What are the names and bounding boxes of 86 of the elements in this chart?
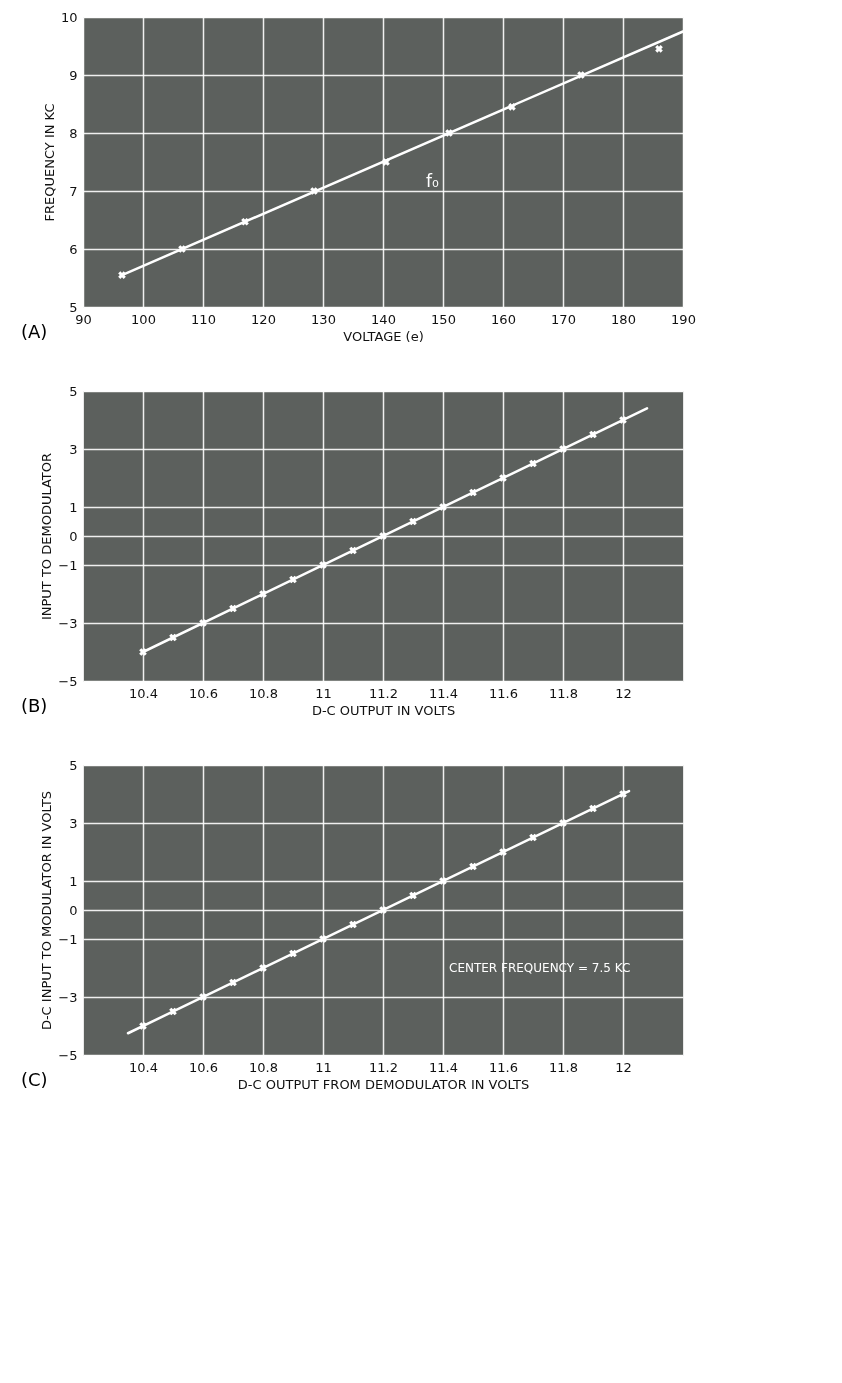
y-tick-label: 7 <box>69 183 78 199</box>
x-tick-label: 10.6 <box>189 685 218 701</box>
point <box>499 474 507 482</box>
point <box>118 271 126 279</box>
x-tick-label: 160 <box>491 311 516 327</box>
x-tick-label: 10.8 <box>249 685 278 701</box>
y-axis-title: D-C INPUT TO MODULATOR IN VOLTS <box>39 790 55 1031</box>
y-tick-label: 3 <box>69 441 78 457</box>
y-tick-label: 0 <box>69 902 78 918</box>
x-tick-label: 11.8 <box>549 685 578 701</box>
y-tick-label: −1 <box>58 931 78 947</box>
x-tick-label: 11.8 <box>549 1059 578 1075</box>
x-tick-label: 11.2 <box>369 685 398 701</box>
point <box>379 532 387 540</box>
x-tick-label: 12 <box>615 685 632 701</box>
point <box>379 906 387 914</box>
point <box>559 445 567 453</box>
x-tick-label: 12 <box>615 1059 632 1075</box>
y-tick-label: 5 <box>69 757 78 773</box>
point <box>577 71 585 79</box>
y-tick-label: 1 <box>69 873 78 889</box>
x-tick-label: 10.4 <box>129 685 158 701</box>
x-tick-label: 170 <box>551 311 576 327</box>
x-tick-label: 11.4 <box>429 685 458 701</box>
point <box>559 819 567 827</box>
text: (A) <box>21 321 48 342</box>
x-tick-label: 10.8 <box>249 1059 278 1075</box>
point <box>319 935 327 943</box>
x-tick-label: 10.6 <box>189 1059 218 1075</box>
x-tick-label: 11 <box>315 1059 332 1075</box>
y-tick-label: −5 <box>58 1047 78 1063</box>
y-tick-label: 0 <box>69 528 78 544</box>
y-tick-label: 5 <box>69 383 78 399</box>
point <box>178 245 186 253</box>
point <box>319 561 327 569</box>
point <box>259 964 267 972</box>
x-axis-title: VOLTAGE (e) <box>343 328 424 344</box>
point <box>199 619 207 627</box>
x-axis-title: D-C OUTPUT IN VOLTS <box>311 702 456 718</box>
y-tick-label: 3 <box>69 815 78 831</box>
x-tick-label: 120 <box>251 311 276 327</box>
y-axis-title: INPUT TO DEMODULATOR <box>39 452 55 621</box>
y-axis-title: FREQUENCY IN KC <box>41 103 57 222</box>
point <box>619 790 627 798</box>
x-axis-title: D-C OUTPUT FROM DEMODULATOR IN VOLTS <box>237 1076 530 1092</box>
text: (B) <box>21 695 48 716</box>
point <box>139 1022 147 1030</box>
y-tick-label: −1 <box>58 557 78 573</box>
x-tick-label: 130 <box>311 311 336 327</box>
point <box>439 877 447 885</box>
x-tick-label: 11.6 <box>489 1059 518 1075</box>
x-tick-label: 11.2 <box>369 1059 398 1075</box>
point <box>439 503 447 511</box>
x-tick-label: 100 <box>131 311 156 327</box>
point <box>199 993 207 1001</box>
text: (C) <box>21 1069 48 1090</box>
annotation: f₀ <box>426 171 439 191</box>
point <box>445 129 453 137</box>
x-tick-label: 140 <box>371 311 396 327</box>
y-tick-label: 9 <box>69 67 78 83</box>
point <box>655 45 663 53</box>
y-tick-label: 8 <box>69 125 78 141</box>
y-tick-label: −3 <box>58 615 78 631</box>
y-tick-label: −5 <box>58 673 78 689</box>
x-tick-label: 11.6 <box>489 685 518 701</box>
point <box>619 416 627 424</box>
x-tick-label: 11.4 <box>429 1059 458 1075</box>
point <box>499 848 507 856</box>
point <box>382 158 390 166</box>
x-tick-label: 110 <box>191 311 216 327</box>
x-tick-label: 150 <box>431 311 456 327</box>
y-tick-label: 6 <box>69 241 78 257</box>
y-tick-label: 1 <box>69 499 78 515</box>
x-tick-label: 180 <box>611 311 636 327</box>
point <box>139 648 147 656</box>
y-tick-label: 5 <box>69 299 78 315</box>
point <box>259 590 267 598</box>
y-tick-label: −3 <box>58 989 78 1005</box>
point <box>508 103 516 111</box>
x-tick-label: 11 <box>315 685 332 701</box>
x-tick-label: 90 <box>75 311 92 327</box>
x-tick-label: 190 <box>671 311 696 327</box>
x-tick-label: 10.4 <box>129 1059 158 1075</box>
y-tick-label: 10 <box>60 9 78 25</box>
point <box>310 187 318 195</box>
point <box>241 217 249 226</box>
